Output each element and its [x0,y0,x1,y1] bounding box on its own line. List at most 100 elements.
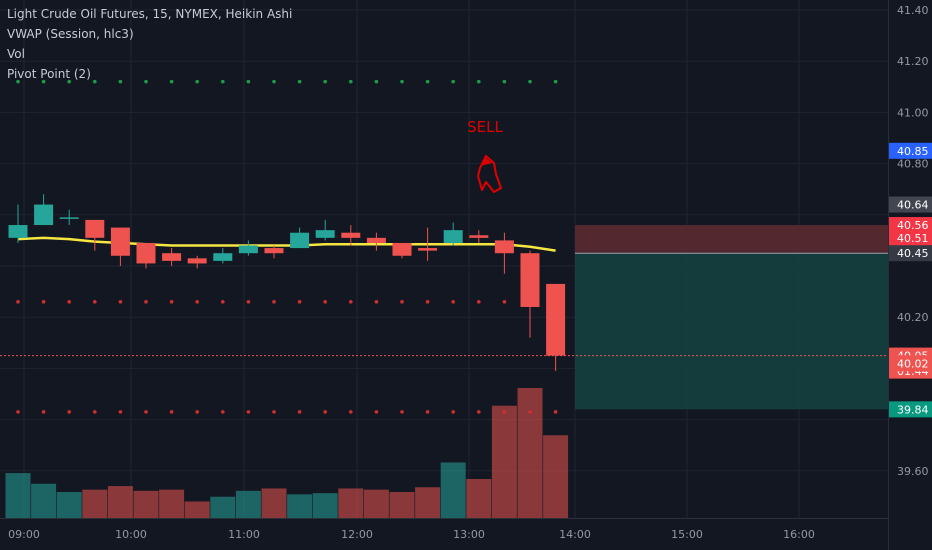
volume-bar [415,487,441,518]
price-badge [889,401,932,418]
candle-body[interactable] [110,227,130,256]
y-tick-label: 41.00 [897,106,929,119]
pivot-dot [144,79,148,84]
pivot-dot [425,410,430,414]
pivot-dot [528,410,532,414]
x-tick-label: 14:00 [559,528,591,541]
pivot-dot [425,300,430,304]
pivot-dot [67,410,71,414]
pivot-dot [323,410,328,414]
price-badge [889,217,932,234]
candle-body[interactable] [341,232,361,238]
pivot-dot [272,79,276,84]
candle-body[interactable] [520,253,540,307]
volume-bar [82,489,108,518]
x-tick-label: 09:00 [8,528,40,541]
price-badge-label: 40.02 [897,357,929,370]
pivot-dot [323,300,328,304]
pivot-dot [93,300,97,304]
indicator-vwap[interactable]: VWAP (Session, hlc3) [7,27,134,41]
volume-bar [133,490,159,518]
candle-body[interactable] [366,237,386,243]
x-tick-label: 13:00 [453,528,485,541]
candle-body[interactable] [290,232,310,249]
candle-body[interactable] [136,242,156,264]
volume-bar [31,483,57,518]
pivot-dot [41,300,46,304]
y-tick-label: 41.20 [897,55,929,68]
x-tick-label: 15:00 [671,528,703,541]
candle-body[interactable] [213,253,233,261]
price-badge-label: 40.45 [897,247,929,260]
candle-body[interactable] [469,235,489,238]
candle-body[interactable] [187,258,207,264]
pivot-dot [169,300,174,304]
volume-bar [5,473,31,518]
pivot-dot [41,410,46,414]
indicator-volume[interactable]: Vol [7,47,25,61]
candle-body[interactable] [418,248,438,251]
chart-legend: Light Crude Oil Futures, 15, NYMEX, Heik… [7,4,292,84]
candle-body[interactable] [85,219,105,238]
pivot-dot [67,79,71,84]
take-profit-zone[interactable] [575,253,888,410]
stop-loss-zone[interactable] [575,225,888,254]
pivot-dot [297,300,302,304]
pivot-dot [323,79,328,84]
pivot-dot [144,300,148,304]
volume-bar [312,493,338,518]
pivot-dot [374,300,379,304]
candle-body[interactable] [546,283,566,356]
pivot-dot [169,410,174,414]
pivot-dot [118,300,123,304]
pivot-dot [477,79,481,84]
pivot-dot [195,410,199,414]
candle-body[interactable] [494,240,514,254]
indicator-pivot[interactable]: Pivot Point (2) [7,67,91,81]
pivot-dot [221,410,225,414]
pivot-dot [221,79,225,84]
volume-bar [107,486,133,518]
sell-hand-fill [480,157,492,166]
pivot-dot [246,79,251,84]
pivot-dot [246,300,251,304]
volume-bar [261,488,287,518]
candle-body[interactable] [443,230,463,243]
volume-bar [491,405,517,518]
candle-body[interactable] [238,245,258,254]
volume-bar [159,489,185,518]
x-tick-label: 16:00 [783,528,815,541]
pivot-dot [297,410,302,414]
y-tick-label: 41.40 [897,4,929,17]
pivot-dot [374,79,379,84]
candle-body[interactable] [264,248,284,254]
volume-bar [210,496,236,518]
y-tick-label: 39.60 [897,465,929,478]
vwap-line [17,236,556,252]
pivot-dot [349,79,353,84]
candle-body[interactable] [315,230,335,238]
pivot-dot [93,79,97,84]
candle-body[interactable] [162,253,182,261]
pivot-dot [502,79,507,84]
candle-body[interactable] [59,217,79,219]
volume-bar [56,492,82,518]
pivot-dot [297,79,302,84]
pivot-dot [451,300,456,304]
candle-body[interactable] [8,225,28,238]
candle-body[interactable] [34,204,54,226]
pivot-dot [400,300,404,304]
pivot-dot [349,410,353,414]
pivot-dot [528,79,532,84]
volume-bar [466,479,492,518]
pivot-dot [272,410,276,414]
pivot-dot [349,300,353,304]
pivot-dot [16,300,20,304]
candle-body[interactable] [392,242,412,256]
sell-label[interactable]: SELL [467,118,503,136]
volume-bar [517,388,543,518]
pivot-dot [400,410,404,414]
symbol-title[interactable]: Light Crude Oil Futures, 15, NYMEX, Heik… [7,7,293,21]
